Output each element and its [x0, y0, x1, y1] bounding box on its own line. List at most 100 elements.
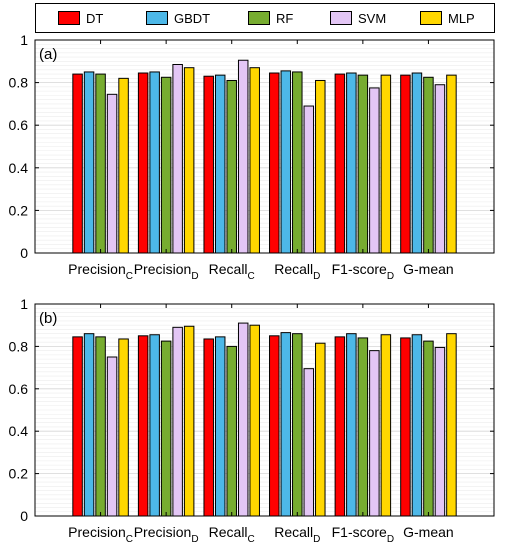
x-tick-label: RecallC: [209, 524, 255, 545]
bar-gbdt: [83, 71, 95, 254]
bar-mlp: [118, 338, 129, 517]
bar-rf: [160, 340, 172, 517]
bar-dt: [269, 72, 280, 254]
bar-gbdt: [149, 71, 160, 254]
bar-rf: [226, 79, 237, 254]
bar-rf: [160, 76, 172, 254]
legend-swatch: [420, 11, 442, 25]
legend-swatch: [58, 11, 80, 25]
bar-dt: [334, 336, 346, 517]
x-tick-label: RecallC: [209, 261, 255, 282]
x-tick-label: PrecisionC: [68, 524, 133, 545]
bar-rf: [95, 336, 106, 517]
legend-label: SVM: [358, 10, 387, 26]
bar-rf: [226, 345, 237, 517]
chart-panel-b: 0 0.2 0.4 0.6 0.8 1 PrecisionC PrecisionD Recall…: [9, 296, 495, 545]
panel-label: (b): [39, 310, 57, 327]
y-tick-label: 0.8: [9, 338, 29, 354]
bar-svm: [172, 63, 183, 254]
legend-item-dt: DT: [58, 4, 103, 32]
bar-gbdt: [214, 336, 226, 517]
x-tick-label: G-mean: [403, 261, 454, 277]
bar-mlp: [315, 79, 326, 254]
bar-mlp: [380, 334, 392, 517]
legend-label: MLP: [448, 10, 475, 26]
bar-svm: [434, 346, 446, 517]
x-tick-label: F1-scoreD: [332, 524, 394, 545]
bar-svm: [303, 368, 315, 517]
x-tick-label: RecallD: [274, 261, 320, 282]
legend-item-mlp: MLP: [420, 4, 475, 32]
bar-gbdt: [280, 332, 292, 517]
y-tick-label: 0.6: [9, 117, 29, 133]
legend-item-gbdt: GBDT: [146, 4, 210, 32]
x-tick-label: PrecisionC: [68, 261, 133, 282]
chart-panel-a: 0 0.2 0.4 0.6 0.8 1 PrecisionC PrecisionD Recall…: [9, 32, 495, 282]
x-tick-label: RecallD: [274, 524, 320, 545]
bar-mlp: [380, 74, 392, 254]
bar-mlp: [183, 325, 195, 517]
bar-gbdt: [346, 333, 357, 517]
bar-mlp: [249, 324, 260, 517]
y-tick-label: 0.6: [9, 381, 29, 397]
bar-svm: [106, 356, 118, 517]
bar-gbdt: [83, 333, 95, 517]
axes-frame: [34, 303, 495, 517]
bar-rf: [95, 73, 106, 254]
y-tick-label: 0.8: [9, 75, 29, 91]
y-tick-label: 0.2: [9, 202, 29, 218]
bar-gbdt: [280, 70, 292, 254]
bar-dt: [72, 336, 83, 517]
bar-mlp: [446, 74, 457, 254]
legend-label: GBDT: [174, 10, 211, 26]
bar-rf: [423, 76, 434, 254]
bar-gbdt: [149, 334, 160, 517]
bar-dt: [203, 75, 214, 254]
x-tick-label: PrecisionD: [134, 524, 199, 545]
y-tick-label: 0.4: [9, 160, 29, 176]
legend-item-rf: RF: [248, 4, 293, 32]
bar-dt: [203, 338, 214, 517]
bar-svm: [172, 326, 183, 517]
bar-rf: [357, 337, 369, 517]
bar-svm: [369, 350, 380, 517]
panel-label: (a): [39, 46, 57, 63]
bar-dt: [400, 74, 411, 254]
bar-dt: [137, 335, 149, 517]
y-tick-label: 1: [20, 32, 28, 48]
legend-swatch: [248, 11, 270, 25]
bar-svm: [434, 84, 446, 254]
legend-swatch: [330, 11, 352, 25]
bar-svm: [106, 93, 118, 254]
bar-svm: [237, 322, 249, 517]
bar-rf: [292, 333, 303, 517]
x-tick-label: PrecisionD: [134, 261, 199, 282]
y-tick-label: 0: [20, 508, 28, 524]
y-tick-label: 0.4: [9, 423, 29, 439]
y-tick-label: 0.2: [9, 466, 29, 482]
y-tick-label: 1: [20, 296, 28, 312]
bar-rf: [423, 340, 434, 517]
bar-gbdt: [411, 334, 423, 517]
axes-frame: [34, 39, 495, 254]
bar-mlp: [249, 67, 260, 254]
x-tick-label: F1-scoreD: [332, 261, 394, 282]
bar-gbdt: [411, 72, 423, 254]
bar-mlp: [446, 333, 457, 517]
bar-svm: [237, 59, 249, 254]
bar-dt: [137, 72, 149, 254]
y-tick-label: 0: [20, 245, 28, 261]
legend-swatch: [146, 11, 168, 25]
bar-mlp: [315, 342, 326, 517]
bar-mlp: [183, 67, 195, 254]
legend-item-svm: SVM: [330, 4, 386, 32]
bar-dt: [269, 335, 280, 517]
bar-rf: [357, 74, 369, 254]
bar-dt: [400, 337, 411, 517]
bar-svm: [303, 105, 315, 254]
legend-label: DT: [86, 10, 104, 26]
bar-mlp: [118, 77, 129, 254]
legend-label: RF: [276, 10, 294, 26]
